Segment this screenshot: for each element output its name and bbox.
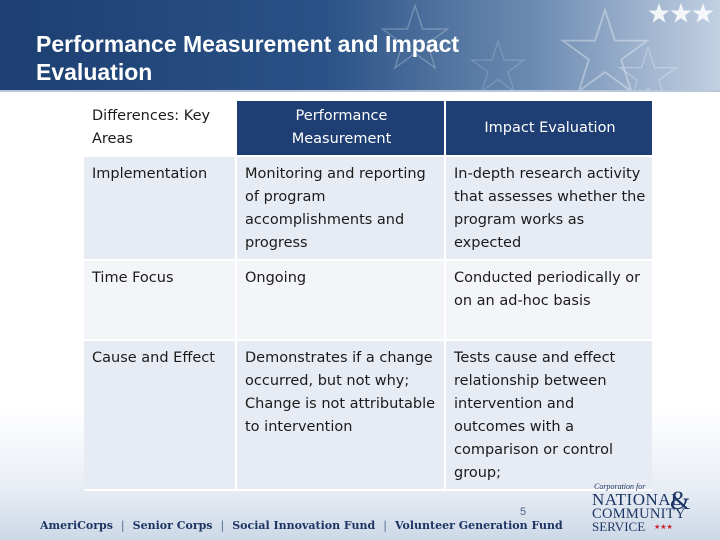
table-header-row: Differences: Key Areas Performance Measu… bbox=[84, 101, 652, 156]
star-decoration-icon bbox=[470, 40, 526, 92]
column-header-impact-evaluation: Impact Evaluation bbox=[444, 101, 652, 156]
row-label-time-focus: Time Focus bbox=[84, 260, 236, 340]
column-header-performance-measurement: Performance Measurement bbox=[235, 101, 445, 156]
title-banner: Performance Measurement and Impact Evalu… bbox=[0, 0, 720, 92]
cell-impact-cause-effect: Tests cause and effect relationship betw… bbox=[444, 340, 652, 490]
cell-impact-time-focus: Conducted periodically or on an ad-hoc b… bbox=[444, 260, 652, 340]
page-number: 5 bbox=[520, 506, 527, 518]
page-title: Performance Measurement and Impact Evalu… bbox=[36, 31, 460, 85]
cell-performance-implementation: Monitoring and reporting of program acco… bbox=[235, 156, 445, 260]
header-divider bbox=[0, 90, 720, 92]
logo-service: SERVICE bbox=[592, 519, 646, 534]
star-decoration-icon bbox=[618, 46, 678, 92]
logo-stars-icon: ★★★ bbox=[654, 523, 673, 531]
footer-program-americorps: AmeriCorps bbox=[40, 519, 113, 532]
footer-program-senior-corps: Senior Corps bbox=[132, 519, 213, 532]
logo-community: COMMUNITY bbox=[592, 506, 686, 522]
footer-separator: | bbox=[383, 519, 387, 532]
cell-impact-implementation: In-depth research activity that assesses… bbox=[444, 156, 652, 260]
logo-corporation-for: Corporation for bbox=[594, 482, 646, 491]
row-label-implementation: Implementation bbox=[84, 156, 236, 260]
star-decoration-icon bbox=[380, 4, 450, 70]
footer-separator: | bbox=[220, 519, 225, 532]
cncs-logo: Corporation for NATIONAL & COMMUNITY SER… bbox=[592, 482, 712, 534]
star-decoration-icon bbox=[560, 8, 650, 92]
footer-program-list: AmeriCorps | Senior Corps | Social Innovatio… bbox=[40, 519, 563, 532]
table-row: Time Focus Ongoing Conducted periodicall… bbox=[84, 260, 652, 340]
logo-national: NATIONAL bbox=[592, 490, 682, 509]
row-label-cause-effect: Cause and Effect bbox=[84, 340, 236, 490]
corner-stars-icon bbox=[648, 3, 714, 23]
table-row: Cause and Effect Demonstrates if a chang… bbox=[84, 340, 652, 490]
cell-performance-time-focus: Ongoing bbox=[235, 260, 445, 340]
column-header-key-areas: Differences: Key Areas bbox=[84, 101, 236, 156]
table-row: Implementation Monitoring and reporting … bbox=[84, 156, 652, 260]
cell-performance-cause-effect: Demonstrates if a change occurred, but n… bbox=[235, 340, 445, 490]
comparison-table: Differences: Key Areas Performance Measu… bbox=[84, 101, 652, 491]
footer-program-volunteer-generation-fund: Volunteer Generation Fund bbox=[394, 519, 563, 532]
logo-ampersand: & bbox=[670, 486, 691, 515]
footer-program-social-innovation-fund: Social Innovation Fund bbox=[232, 519, 376, 532]
footer-separator: | bbox=[120, 519, 125, 532]
